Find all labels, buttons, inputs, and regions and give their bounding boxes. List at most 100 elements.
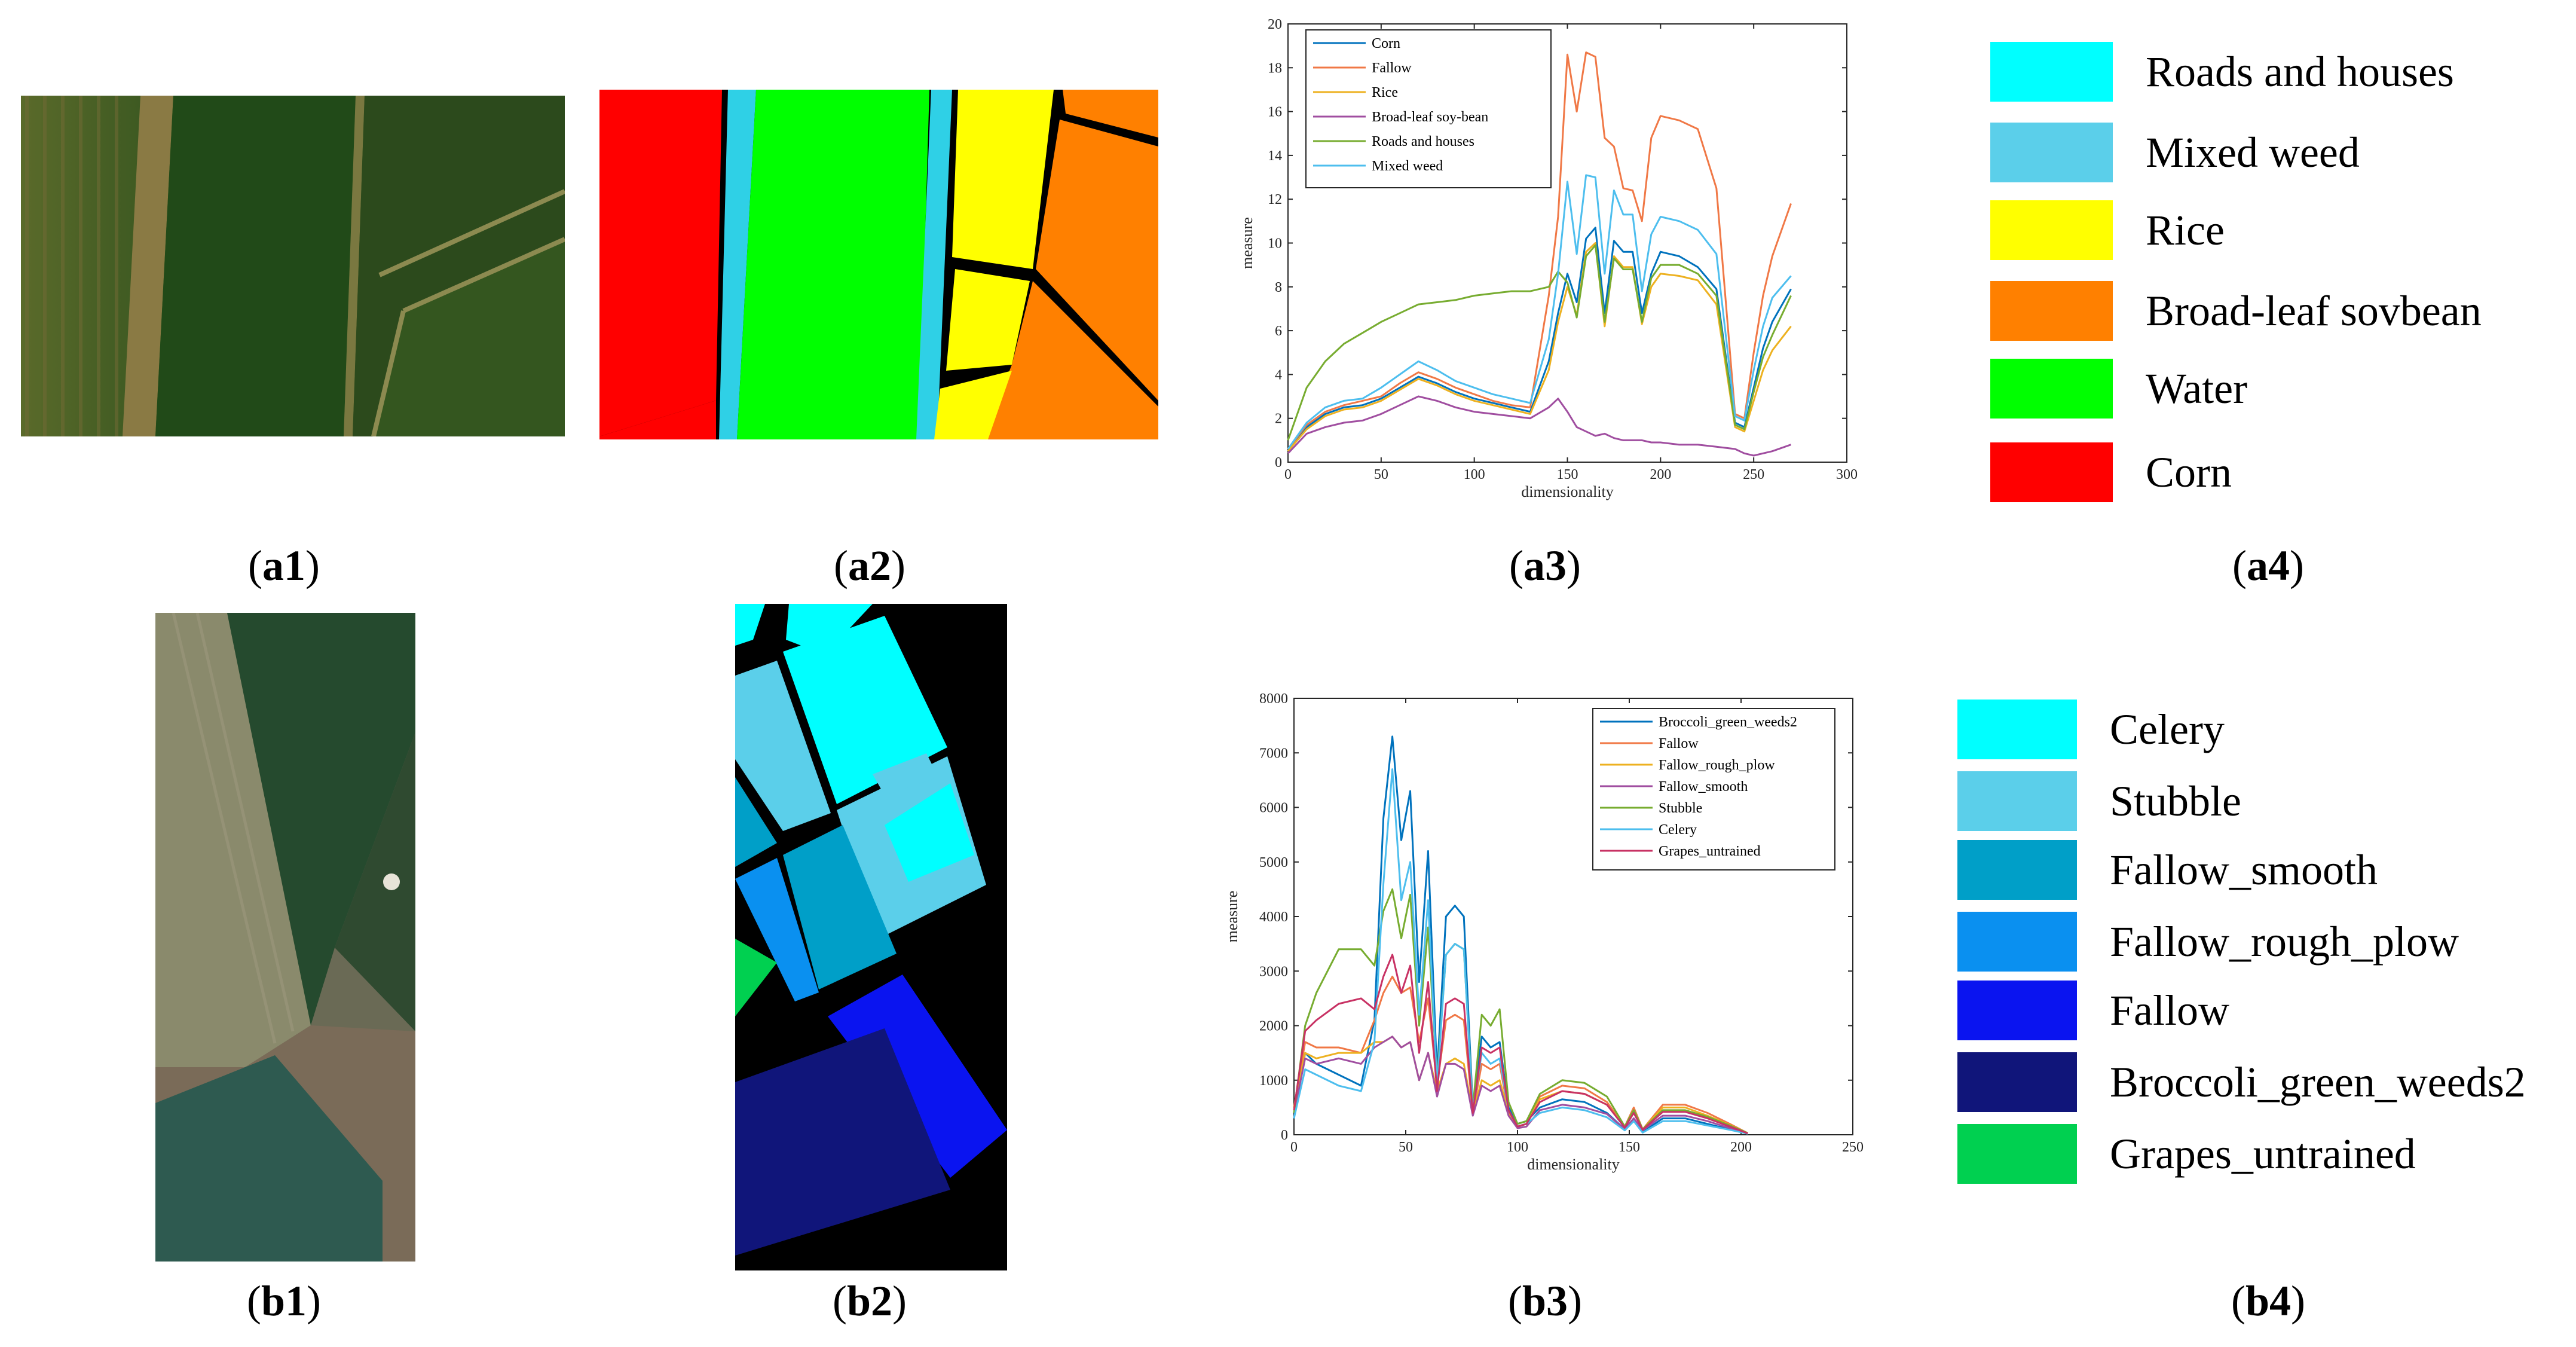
legend-label: Roads and houses (2146, 47, 2454, 96)
legend-label: Corn (2146, 448, 2232, 496)
panel-label-a4: (a4) (2232, 542, 2304, 589)
panel-label-a1: (a1) (248, 542, 320, 589)
y-tick-label: 8000 (1259, 691, 1288, 707)
legend-entry: Fallow (1659, 736, 1699, 752)
legend-item: Rice (1990, 197, 2225, 263)
legend-label: Fallow_rough_plow (2110, 917, 2459, 966)
panel-label-a3: (a3) (1509, 542, 1581, 589)
panel-label-a2: (a2) (834, 542, 905, 589)
y-axis-label: measure (1238, 217, 1256, 269)
y-tick-label: 12 (1268, 192, 1282, 207)
legend-swatch (1990, 200, 2113, 260)
panel-label-b3: (b3) (1507, 1277, 1582, 1325)
panel-label-b2: (b2) (832, 1277, 907, 1325)
legend-label: Celery (2110, 705, 2225, 753)
y-tick-label: 3000 (1259, 964, 1288, 979)
y-tick-label: 0 (1281, 1128, 1288, 1143)
panel-label-b1: (b1) (246, 1277, 321, 1325)
legend-entry: Fallow_rough_plow (1659, 758, 1775, 773)
legend-entry: Stubble (1659, 801, 1702, 816)
legend-item: Grapes_untrained (1957, 1121, 2416, 1187)
y-tick-label: 8 (1275, 280, 1282, 295)
legend-swatch (1957, 771, 2077, 831)
legend-item: Water (1990, 356, 2247, 421)
x-tick-label: 50 (1399, 1140, 1413, 1155)
y-tick-label: 7000 (1259, 746, 1288, 761)
series-line (1287, 51, 1792, 450)
legend-item: Mixed weed (1990, 120, 2360, 185)
legend-swatch (1957, 840, 2077, 900)
y-axis-label: measure (1225, 891, 1241, 943)
legend-item: Fallow (1957, 978, 2229, 1043)
y-tick-label: 20 (1268, 17, 1282, 32)
legend-item: Roads and houses (1990, 39, 2454, 105)
legend-swatch (1990, 442, 2113, 502)
x-tick-label: 100 (1507, 1140, 1528, 1155)
x-axis-label: dimensionality (1521, 483, 1614, 500)
legend-swatch (1990, 281, 2113, 341)
x-axis-label: dimensionality (1527, 1156, 1620, 1173)
legend-entry: Roads and houses (1372, 134, 1474, 149)
y-tick-label: 1000 (1259, 1073, 1288, 1089)
legend-item: Broad-leaf sovbean (1990, 278, 2482, 344)
legend-entry: Fallow_smooth (1659, 779, 1748, 795)
legend-label: Fallow_smooth (2110, 845, 2378, 894)
y-tick-label: 0 (1275, 455, 1282, 471)
legend-label: Grapes_untrained (2110, 1129, 2416, 1178)
aerial-image-b1 (155, 613, 415, 1262)
legend-entry: Mixed weed (1372, 158, 1443, 174)
legend-item: Fallow_smooth (1957, 837, 2378, 903)
legend-entry: Corn (1372, 36, 1400, 51)
legend-swatch (1957, 912, 2077, 972)
ground-truth-map-b2 (735, 604, 1007, 1270)
legend-item: Celery (1957, 697, 2225, 762)
legend-label: Stubble (2110, 777, 2242, 825)
chart-legend (1592, 708, 1835, 870)
x-tick-label: 250 (1743, 467, 1764, 482)
x-tick-label: 0 (1284, 467, 1292, 482)
chart-legend (1305, 29, 1552, 188)
legend-label: Broad-leaf sovbean (2146, 286, 2482, 335)
y-tick-label: 6000 (1259, 801, 1288, 816)
legend-swatch (1957, 700, 2077, 759)
y-tick-label: 4000 (1259, 909, 1288, 925)
y-tick-label: 10 (1268, 236, 1282, 252)
panel-label-b4: (b4) (2231, 1277, 2305, 1325)
legend-item: Stubble (1957, 768, 2241, 834)
legend-item: Fallow_rough_plow (1957, 909, 2459, 975)
y-tick-label: 2000 (1259, 1019, 1288, 1034)
y-tick-label: 18 (1268, 60, 1282, 76)
series-line (1293, 954, 1748, 1135)
legend-entry: Broccoli_green_weeds2 (1659, 714, 1797, 730)
line-chart-b3: 0 50 100 150 200 250 0 1000 2000 3000 4000 5000 6000… (1225, 691, 1864, 1173)
x-tick-label: 150 (1619, 1140, 1640, 1155)
legend-label: Broccoli_green_weeds2 (2110, 1058, 2526, 1106)
series-line (1287, 174, 1792, 450)
legend-swatch (1990, 359, 2113, 419)
x-tick-label: 200 (1650, 467, 1671, 482)
legend-label: Rice (2146, 206, 2225, 254)
legend-label: Fallow (2110, 986, 2230, 1034)
legend-entry: Celery (1659, 822, 1697, 838)
x-tick-label: 50 (1374, 467, 1388, 482)
legend-item: Corn (1990, 439, 2232, 505)
legend-item: Broccoli_green_weeds2 (1957, 1049, 2526, 1115)
legend-label: Water (2146, 364, 2248, 413)
series-line (1287, 244, 1792, 441)
x-tick-label: 150 (1557, 467, 1578, 482)
ground-truth-map-a2 (599, 90, 1158, 439)
legend-label: Mixed weed (2146, 128, 2360, 176)
series-line (1287, 395, 1791, 457)
x-tick-label: 300 (1836, 467, 1858, 482)
legend-swatch (1957, 1052, 2077, 1112)
y-tick-label: 16 (1268, 105, 1282, 120)
legend-entry: Rice (1372, 85, 1398, 100)
legend-swatch (1990, 42, 2113, 102)
y-tick-label: 5000 (1259, 855, 1288, 870)
aerial-image-a1 (21, 96, 565, 436)
legend-swatch (1990, 123, 2113, 182)
x-tick-label: 200 (1730, 1140, 1752, 1155)
y-tick-label: 6 (1275, 323, 1282, 339)
legend-entry: Broad-leaf soy-bean (1372, 109, 1488, 125)
legend-entry: Fallow (1372, 60, 1412, 76)
